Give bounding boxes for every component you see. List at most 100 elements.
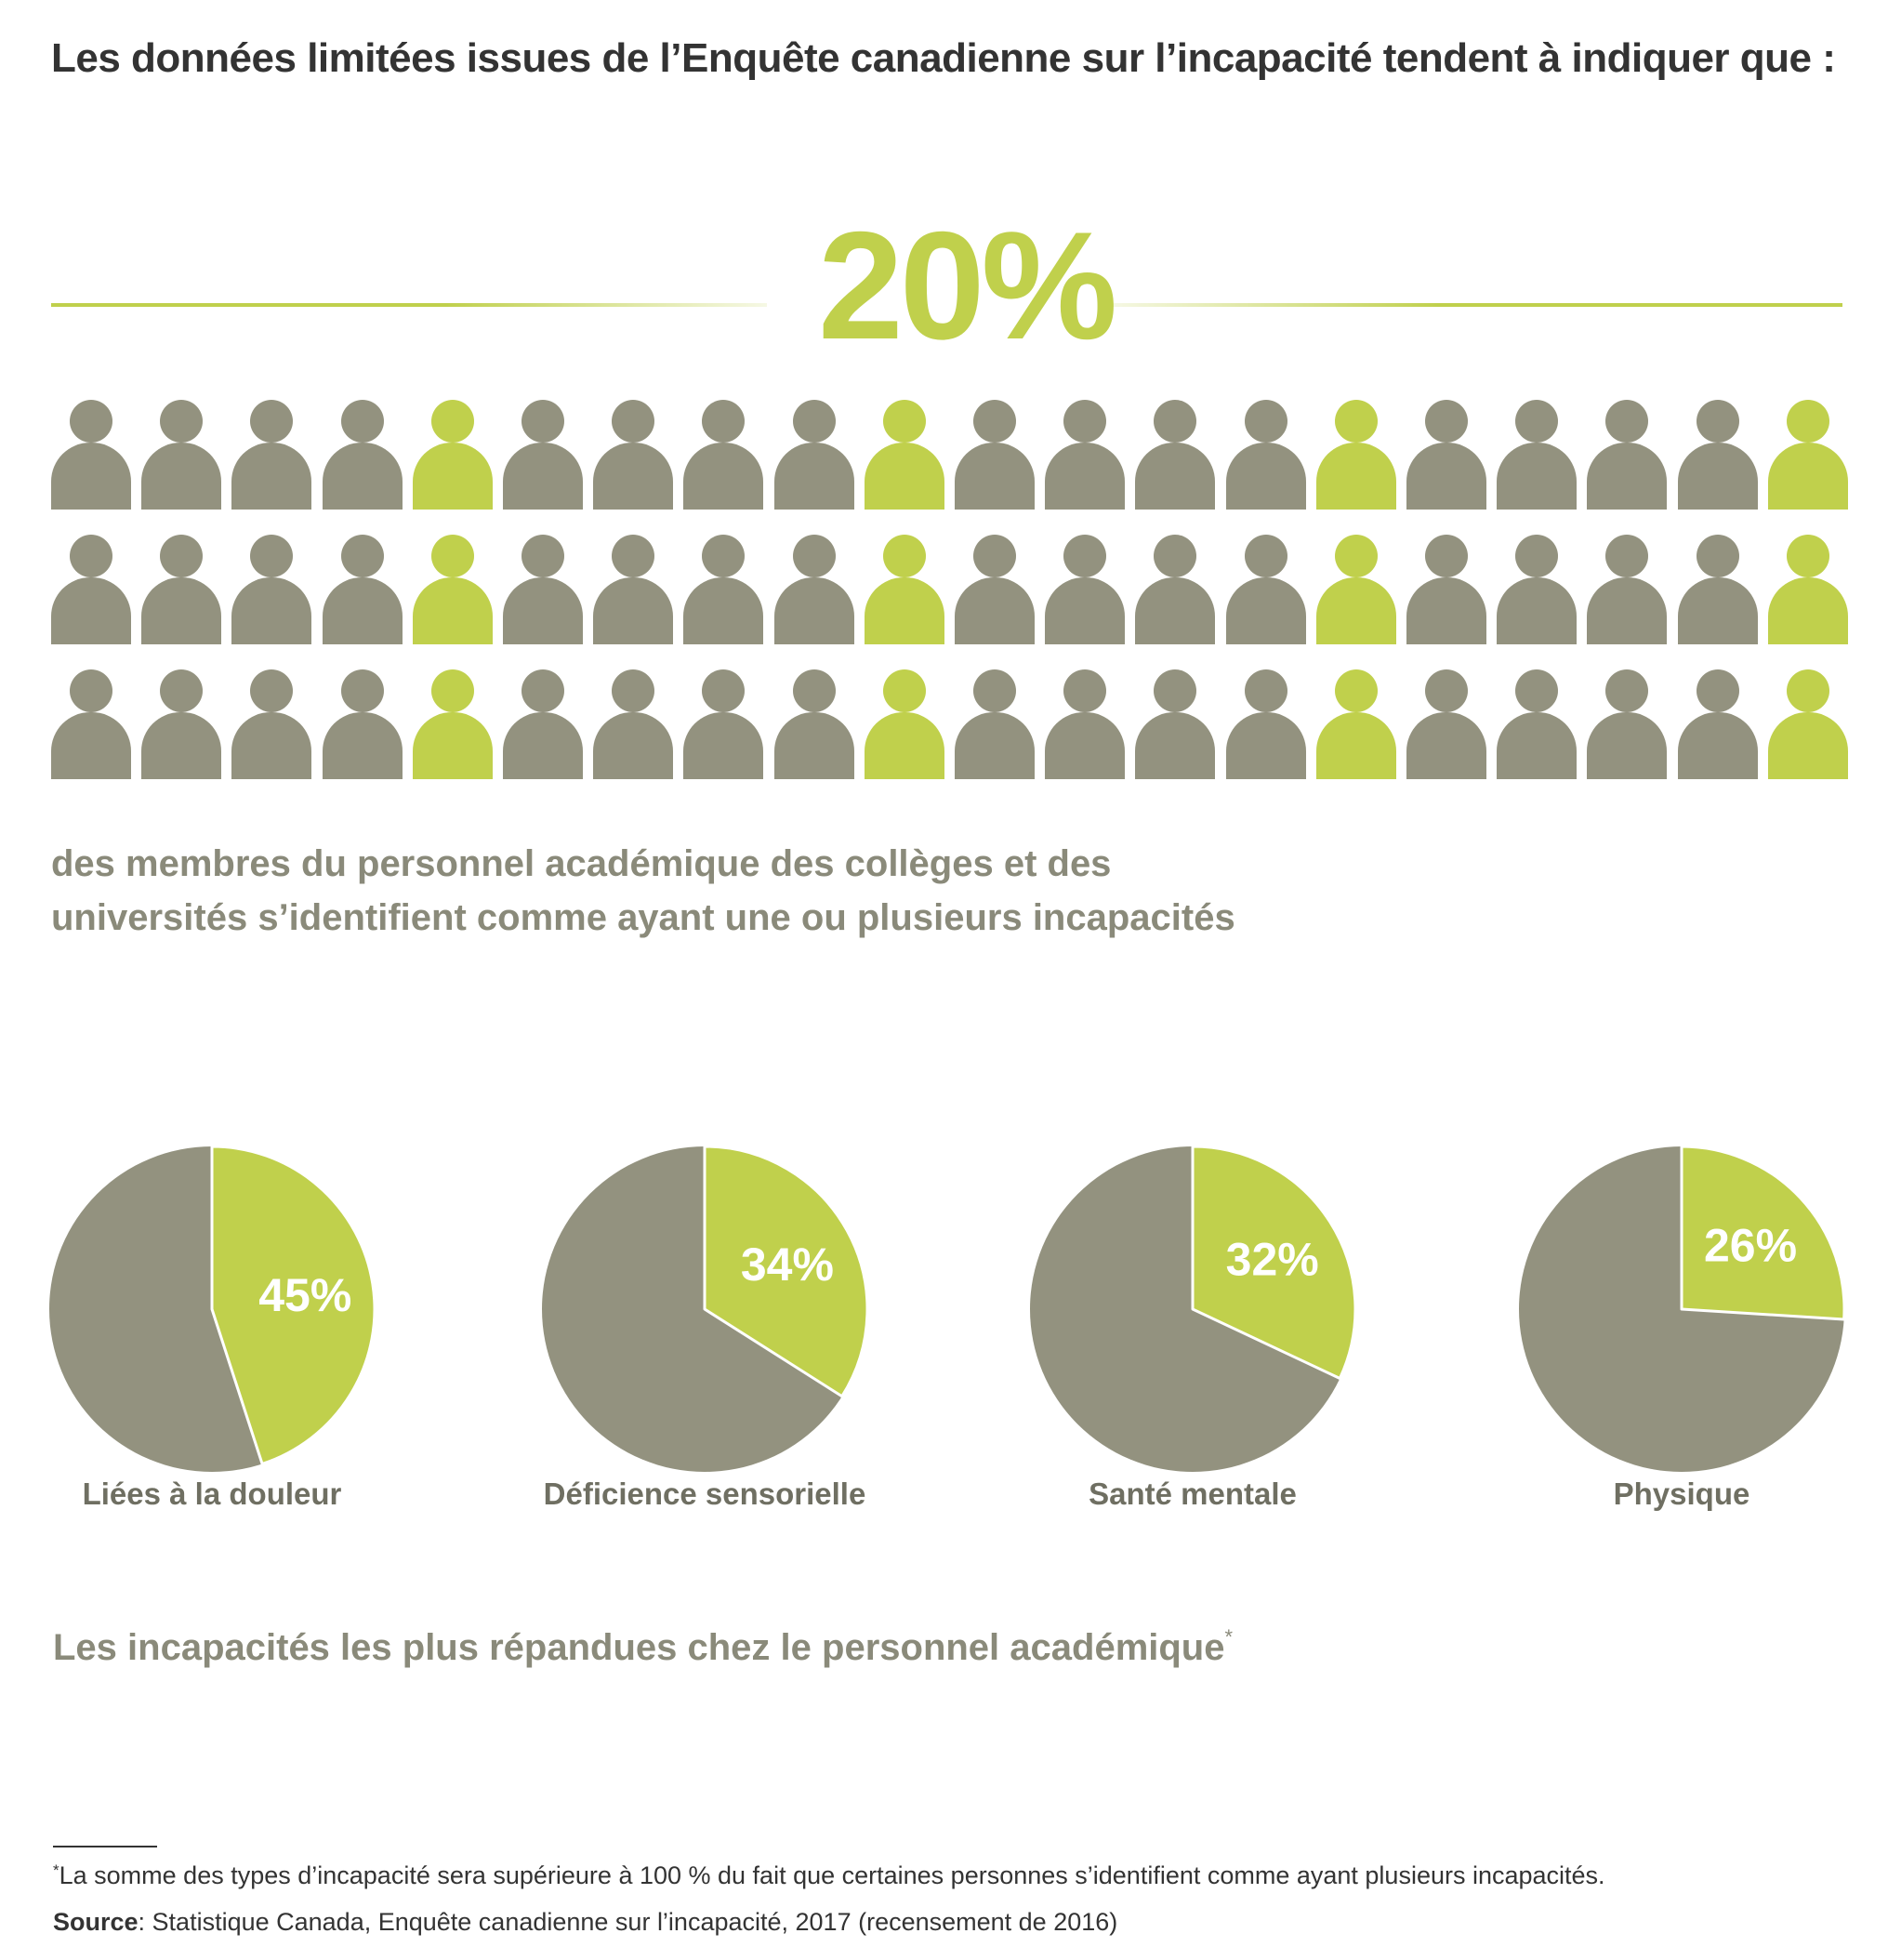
person-icon (683, 535, 764, 644)
pie-value-slice (1191, 1145, 1357, 1381)
person-icon (231, 535, 312, 644)
caption-line-2: universités s’identifient comme ayant un… (51, 897, 1235, 938)
person-head (160, 535, 204, 577)
pie-value-label: 32% (1226, 1234, 1319, 1286)
pie-value-label: 26% (1704, 1220, 1797, 1272)
person-head (792, 400, 836, 443)
person-body (1677, 712, 1758, 779)
person-icon (864, 669, 944, 779)
person-body (1225, 712, 1306, 779)
person-body (141, 712, 222, 779)
person-head (1696, 669, 1739, 712)
person-icon (51, 400, 131, 510)
divider-left (51, 303, 767, 307)
person-head (250, 669, 294, 712)
divider-right (1111, 303, 1842, 307)
person-head (612, 669, 655, 712)
person-icon (593, 669, 674, 779)
person-body (51, 577, 131, 644)
person-body (1587, 443, 1668, 510)
person-head (160, 669, 204, 712)
person-body (1497, 577, 1578, 644)
person-icon (773, 535, 854, 644)
person-icon (1135, 400, 1216, 510)
person-body (412, 577, 493, 644)
person-icon (955, 535, 1035, 644)
person-head (430, 535, 474, 577)
person-body (503, 443, 583, 510)
section-title-marker: * (1224, 1625, 1234, 1649)
person-head (250, 400, 294, 443)
person-icon (1677, 669, 1758, 779)
person-head (882, 669, 926, 712)
source-line: Source: Statistique Canada, Enquête cana… (53, 1908, 1117, 1937)
person-head (792, 535, 836, 577)
person-icon (1225, 400, 1306, 510)
person-icon (864, 535, 944, 644)
person-icon (1767, 400, 1848, 510)
person-icon (1315, 669, 1396, 779)
person-icon (412, 535, 493, 644)
person-body (1767, 443, 1848, 510)
person-body (412, 443, 493, 510)
person-head (1696, 400, 1739, 443)
person-head (1605, 535, 1649, 577)
person-head (973, 669, 1016, 712)
person-icon (1767, 535, 1848, 644)
person-body (51, 443, 131, 510)
person-icon (1587, 535, 1668, 644)
pie-value-label: 45% (258, 1269, 351, 1321)
person-body (1406, 712, 1486, 779)
person-body (141, 577, 222, 644)
person-body (773, 712, 854, 779)
person-body (1315, 712, 1396, 779)
person-body (231, 577, 312, 644)
pictogram-grid (51, 400, 1848, 790)
person-icon (593, 400, 674, 510)
pie-value-slice (210, 1145, 376, 1465)
person-head (70, 669, 112, 712)
person-icon (1135, 669, 1216, 779)
person-head (1063, 400, 1107, 443)
footnote-marker: * (53, 1861, 59, 1879)
person-head (1334, 400, 1378, 443)
pie-charts: 45% 34% 32% 26% (49, 1145, 1846, 1472)
person-body (773, 577, 854, 644)
person-head (1244, 400, 1287, 443)
person-body (412, 712, 493, 779)
person-head (1425, 669, 1468, 712)
pie-category-label: Déficience sensorielle (543, 1477, 866, 1511)
person-body (683, 577, 764, 644)
person-head (430, 669, 474, 712)
person-body (1045, 712, 1126, 779)
pie-value-label: 34% (741, 1238, 834, 1291)
headline: Les données limitées issues de l’Enquête… (51, 35, 1836, 81)
headline-percent: 20% (818, 200, 1117, 371)
source-text: : Statistique Canada, Enquête canadienne… (138, 1908, 1118, 1936)
person-icon (231, 669, 312, 779)
person-icon (1497, 400, 1578, 510)
pie-category-label: Physique (1613, 1477, 1750, 1511)
person-body (1135, 712, 1216, 779)
person-head (612, 400, 655, 443)
person-body (1045, 443, 1126, 510)
person-icon (51, 669, 131, 779)
person-head (1425, 535, 1468, 577)
person-head (1605, 669, 1649, 712)
section-title: Les incapacités les plus répandues chez … (53, 1625, 1234, 1669)
person-body (955, 577, 1035, 644)
person-icon (1497, 669, 1578, 779)
person-body (322, 443, 403, 510)
person-head (1334, 669, 1378, 712)
person-icon (1677, 535, 1758, 644)
person-head (1244, 669, 1287, 712)
person-body (322, 712, 403, 779)
person-head (1696, 535, 1739, 577)
person-icon (1315, 400, 1396, 510)
person-body (593, 443, 674, 510)
person-icon (1045, 669, 1126, 779)
person-icon (1677, 400, 1758, 510)
person-head (882, 535, 926, 577)
person-head (1515, 400, 1559, 443)
person-body (955, 443, 1035, 510)
